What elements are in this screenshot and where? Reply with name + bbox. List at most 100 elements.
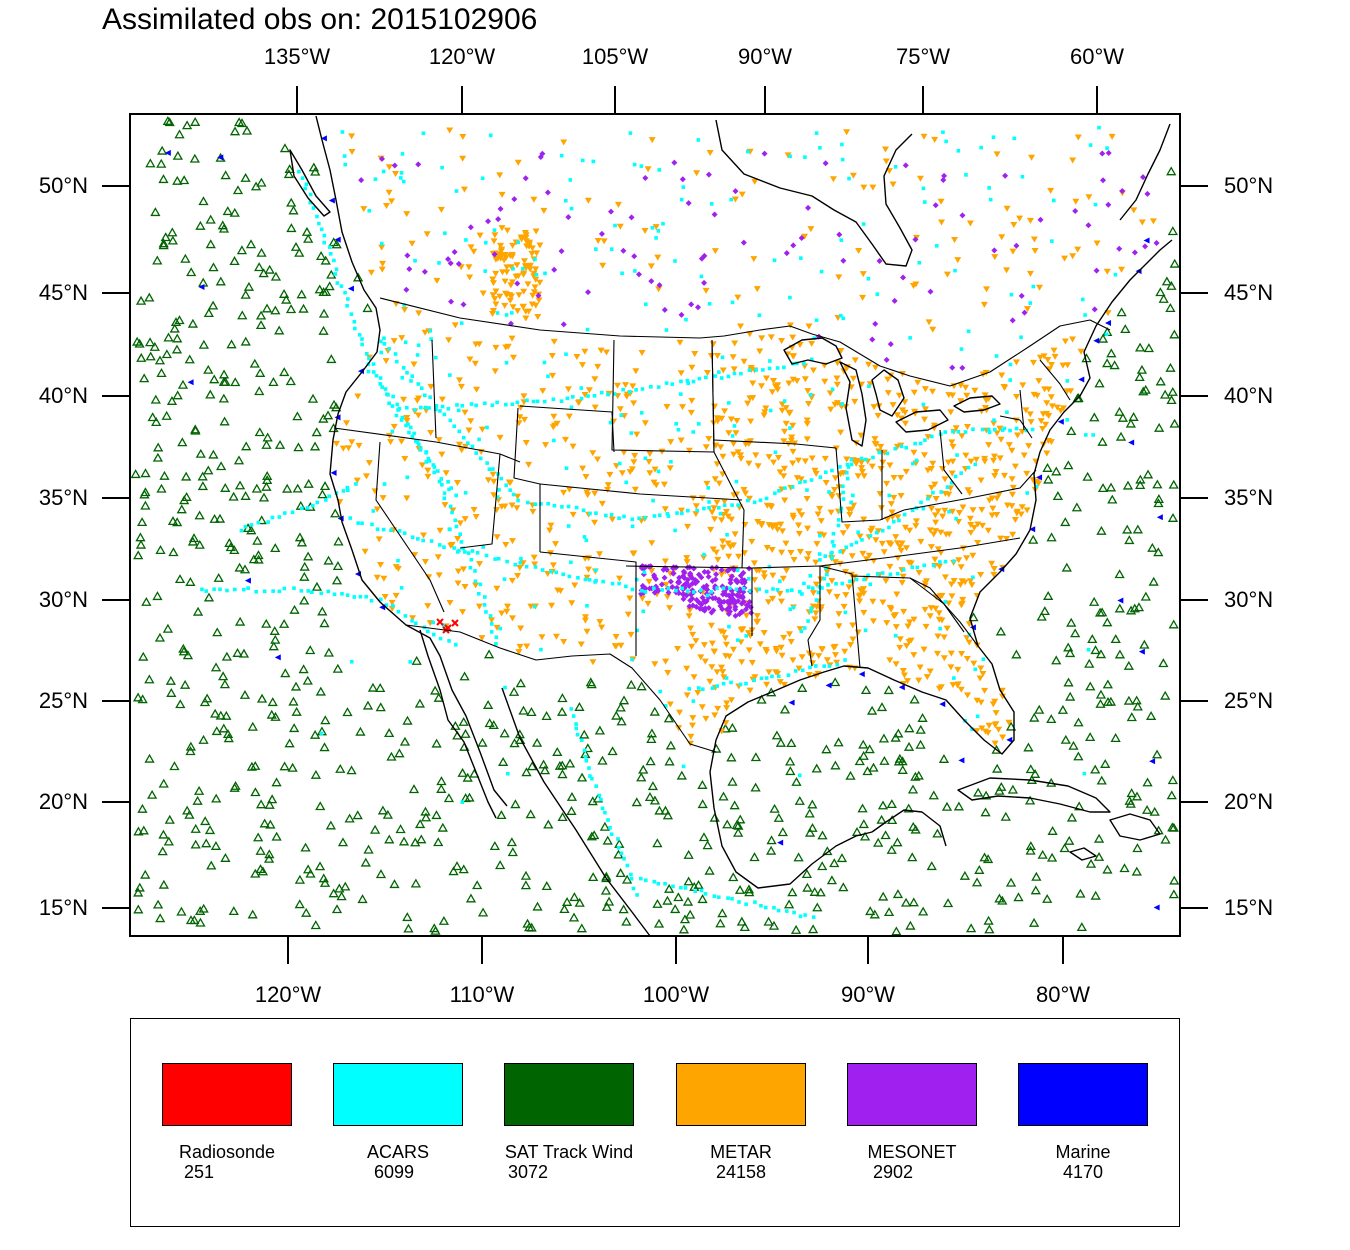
sat-track-wind-marker [618,695,630,705]
acars-marker [473,569,477,573]
metar-marker [807,226,815,233]
metar-marker [1026,217,1034,224]
metar-marker [737,455,745,462]
acars-marker [395,402,400,407]
metar-marker [787,437,795,444]
metar-marker [931,481,939,488]
metar-marker [677,437,685,444]
legend-count-marine: 4170 [1063,1162,1104,1182]
sat-track-wind-marker [137,694,148,704]
mesonet-marker [712,576,719,583]
acars-marker [724,676,729,680]
acars-marker [971,575,975,580]
metar-marker [713,499,721,506]
sat-track-wind-marker [215,276,226,286]
sat-track-wind-marker [222,729,234,739]
acars-marker [843,610,848,615]
sat-track-wind-marker [137,803,148,813]
metar-marker [835,611,843,618]
metar-marker [709,341,717,348]
acars-marker [308,200,313,205]
acars-marker [483,401,487,406]
metar-marker [920,452,928,459]
acars-marker [393,352,398,356]
sat-track-wind-marker [1168,479,1179,489]
metar-marker [898,580,906,587]
acars-marker [1093,202,1098,207]
sat-track-wind-marker [797,683,808,692]
sat-track-wind-marker [302,864,314,874]
acars-marker [947,509,951,514]
sat-track-wind-marker [334,883,345,893]
metar-marker [475,341,483,348]
acars-marker [612,392,617,396]
sat-track-wind-marker [652,838,663,848]
metar-marker [833,659,841,666]
acars-marker [764,676,769,680]
metar-marker [612,643,620,650]
metar-marker [460,186,468,193]
sat-track-wind-marker [521,767,532,777]
marine-marker [1093,337,1100,344]
metar-marker [754,463,762,470]
acars-marker [513,562,518,567]
sat-track-wind-marker [314,861,326,871]
acars-marker [416,537,420,541]
metar-marker [614,201,622,208]
marine-marker [328,197,335,204]
acars-marker [827,490,831,494]
metar-marker [947,664,955,671]
acars-marker [367,356,371,361]
metar-marker [898,540,906,547]
metar-marker [687,625,695,632]
acars-marker [656,881,661,886]
acars-marker [887,493,892,498]
sat-track-wind-marker [318,308,330,318]
acars-marker [706,486,711,490]
acars-marker [332,592,337,597]
sat-track-wind-marker [910,771,921,781]
metar-marker [662,658,670,665]
sat-track-wind-marker [144,753,155,763]
metar-marker [661,506,669,513]
acars-marker [485,461,489,465]
sat-track-wind-marker [984,924,995,934]
sat-track-wind-marker [286,223,297,233]
sat-track-wind-marker [292,411,303,421]
metar-marker [897,474,905,481]
metar-marker [362,473,370,480]
acars-marker [649,385,653,389]
acars-marker [868,582,873,587]
acars-marker [232,587,237,592]
acars-marker [702,552,706,557]
metar-marker [888,509,896,516]
metar-marker [777,598,785,605]
acars-marker [744,902,748,907]
metar-marker [451,322,459,329]
metar-marker [789,512,797,519]
sat-track-wind-marker [1167,822,1178,832]
metar-marker [710,505,718,512]
sat-track-wind-marker [1165,362,1176,372]
acars-marker [317,221,321,226]
acars-marker [438,409,442,413]
acars-marker [378,382,383,386]
mesonet-marker [748,609,755,616]
metar-marker [970,524,978,531]
acars-marker [859,456,864,461]
acars-marker [773,450,778,455]
metar-marker [717,444,725,451]
acars-marker [893,633,898,638]
sat-track-wind-marker [262,475,273,485]
sat-track-wind-marker [697,799,708,809]
metar-marker [883,516,891,523]
sat-track-wind-marker [1095,698,1106,708]
mesonet-marker [805,204,812,211]
sat-track-wind-marker [163,836,174,846]
sat-track-wind-marker [239,689,251,699]
legend-count-mesonet: 2902 [873,1162,914,1182]
metar-marker [772,669,780,676]
sat-track-wind-marker [158,829,169,839]
acars-marker [521,266,525,271]
metar-marker [403,415,411,422]
